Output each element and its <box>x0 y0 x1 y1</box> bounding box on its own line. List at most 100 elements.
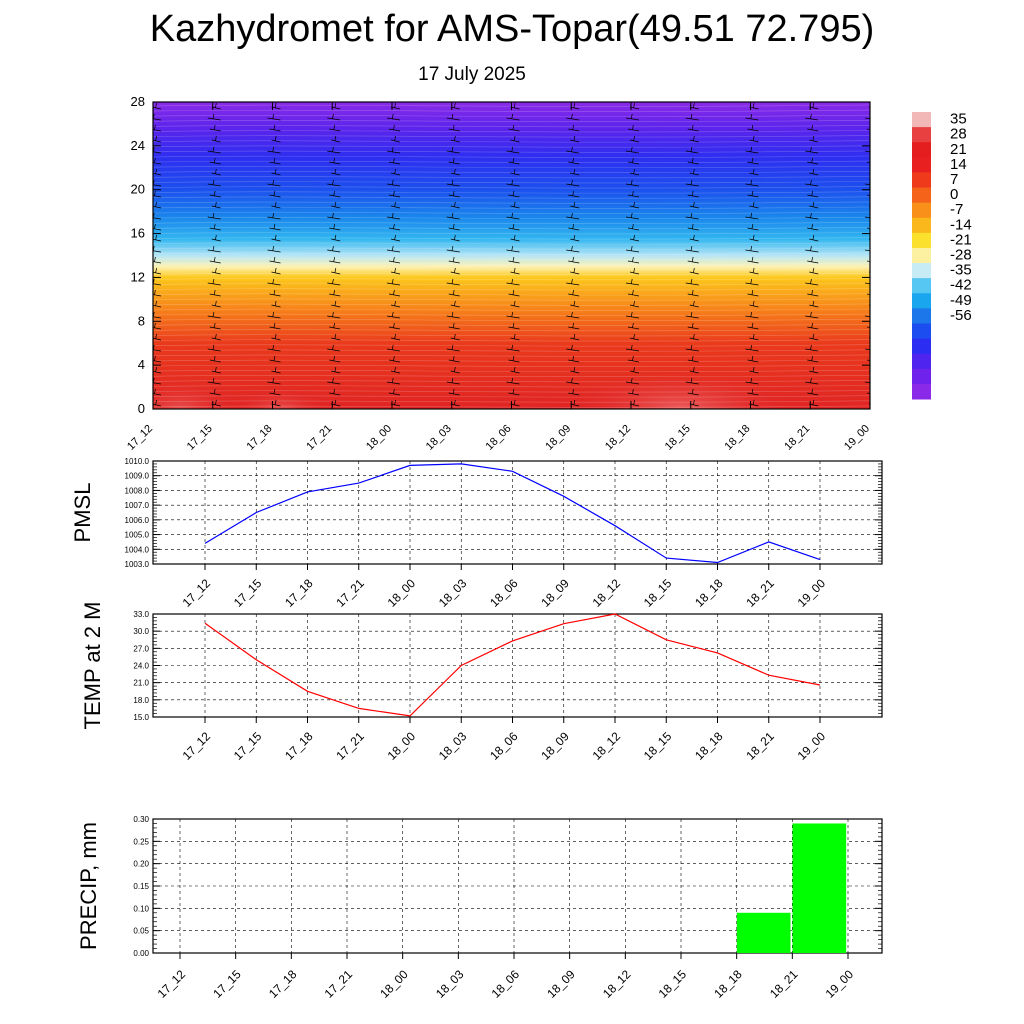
wind-barb <box>570 267 580 275</box>
contour-line <box>153 267 870 270</box>
wind-barb <box>506 377 520 385</box>
wind-barb <box>629 135 640 143</box>
wind-barb <box>568 355 580 363</box>
wind-barb <box>271 366 281 374</box>
wind-barb <box>805 344 819 352</box>
wind-barb <box>809 267 819 275</box>
wind-barb <box>271 201 281 209</box>
wind-barb <box>388 190 401 198</box>
x-tick-label: 19_00 <box>795 729 829 763</box>
wind-barb <box>570 201 580 209</box>
wind-barb <box>450 300 460 308</box>
x-tick-label: 17_18 <box>282 576 316 610</box>
wind-barb <box>207 245 221 253</box>
wind-barb <box>627 388 640 396</box>
wind-barb <box>271 333 281 341</box>
colorbar-swatch <box>912 247 931 264</box>
contour-line <box>153 334 870 337</box>
wind-barb <box>809 168 819 176</box>
colorbar-swatch <box>912 338 931 355</box>
panel-frame <box>152 613 883 718</box>
y-tick-label: 1003.0 <box>125 560 150 569</box>
wind-barb <box>390 234 401 242</box>
wind-barb <box>267 278 281 286</box>
wind-barb <box>386 344 401 352</box>
wind-barb <box>566 113 580 121</box>
colorbar-swatch <box>912 232 931 249</box>
panel-frame <box>152 818 883 954</box>
x-tick-label: 17_21 <box>333 729 367 763</box>
wind-barb <box>331 366 341 374</box>
wind-barb <box>864 348 870 351</box>
wind-barb <box>864 183 870 186</box>
colorbar-swatch <box>912 383 931 400</box>
temp2m-line <box>204 613 821 717</box>
wind-barb <box>450 333 460 341</box>
x-tick-label: 18_15 <box>656 967 690 1001</box>
x-tick-label: 18_12 <box>603 423 633 453</box>
wind-barb <box>506 113 520 121</box>
wind-barb <box>687 256 699 264</box>
x-tick-label: 18_00 <box>385 729 419 763</box>
wind-barb <box>568 223 580 231</box>
wind-barb <box>448 355 460 363</box>
wind-barb <box>153 289 162 297</box>
wind-barb <box>685 245 699 253</box>
wind-barb <box>745 344 759 352</box>
wind-barb <box>448 256 460 264</box>
wind-barb <box>153 124 162 132</box>
wind-barb <box>209 223 221 231</box>
wind-barb <box>508 223 520 231</box>
wind-barb <box>510 366 520 374</box>
wind-barb <box>568 157 580 165</box>
wind-barb <box>390 201 401 209</box>
wind-barb <box>153 388 162 396</box>
wind-barb <box>625 113 640 121</box>
x-tick-label: 18_21 <box>767 967 801 1001</box>
wind-barb <box>153 157 162 165</box>
wind-barb <box>506 278 520 286</box>
wind-barb <box>747 322 759 330</box>
contour-line <box>153 171 870 174</box>
wind-barb <box>269 223 281 231</box>
wind-barb <box>209 190 221 198</box>
x-tick-label: 17_18 <box>245 423 275 453</box>
contour-line <box>153 252 870 255</box>
contour-line <box>153 349 870 352</box>
wind-barb <box>390 333 401 341</box>
x-tick-label: 17_21 <box>333 576 367 610</box>
y-axis-label: PRECIP, mm <box>76 822 101 950</box>
x-tick-label: 17_12 <box>125 423 155 453</box>
wind-barb <box>807 157 819 165</box>
wind-barb <box>568 190 580 198</box>
wind-barb <box>625 344 640 352</box>
wind-barb <box>209 388 221 396</box>
wind-barb <box>807 190 819 198</box>
wind-barb <box>207 146 221 154</box>
wind-barb <box>510 234 520 242</box>
precip-bar <box>736 912 791 953</box>
wind-barb <box>153 355 162 363</box>
contour-line <box>153 222 870 225</box>
wind-barb <box>153 256 162 264</box>
wind-barb <box>687 223 699 231</box>
contour-line <box>153 181 870 184</box>
wind-barb <box>269 322 281 330</box>
wind-barb <box>508 256 520 264</box>
contour-line <box>153 262 870 265</box>
x-tick-label: 18_03 <box>436 576 470 610</box>
wind-barb <box>450 168 460 176</box>
wind-barb <box>864 117 870 120</box>
wind-barb <box>267 146 281 154</box>
wind-barb <box>388 289 401 297</box>
wind-barb <box>211 168 221 176</box>
wind-barb <box>390 366 401 374</box>
wind-barb <box>745 113 759 121</box>
wind-barb <box>627 322 640 330</box>
wind-barb <box>689 366 699 374</box>
wind-barb <box>866 392 870 394</box>
wind-barb <box>747 190 759 198</box>
wind-barb <box>388 256 401 264</box>
wind-barb <box>566 212 580 220</box>
